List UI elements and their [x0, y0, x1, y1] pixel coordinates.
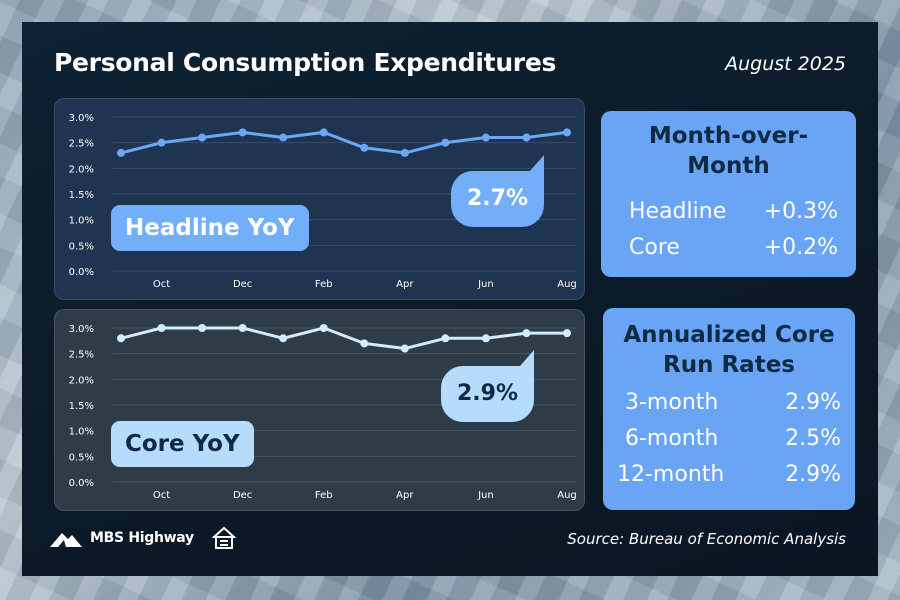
run-rate-label: 12-month	[617, 462, 725, 487]
run-rate-label: 6-month	[625, 426, 719, 451]
mom-row-label: Headline	[629, 199, 727, 224]
run-rate-label: 3-month	[625, 390, 719, 415]
data-point	[522, 329, 531, 338]
data-point	[279, 334, 288, 343]
month-over-month-card: Month-over-Month Headline +0.3% Core +0.…	[601, 111, 856, 277]
run-rate-value: 2.9%	[785, 390, 841, 415]
x-tick-label: Apr	[396, 490, 414, 501]
data-point	[481, 133, 490, 142]
mom-row-label: Core	[629, 235, 680, 260]
y-tick-label: 1.5%	[69, 190, 94, 201]
core-series-label: Core YoY	[111, 421, 254, 467]
headline-series-label: Headline YoY	[111, 205, 309, 251]
series-line	[120, 326, 567, 351]
x-tick-label: Feb	[315, 279, 333, 290]
y-tick-label: 1.0%	[69, 427, 94, 438]
headline-chart-panel: 3.0% 2.5% 2.0% 1.5% 1.0% 0.5% 0.0% Oct Dec Feb Apr…	[54, 98, 585, 300]
data-point	[238, 324, 247, 332]
x-tick-label: Dec	[233, 490, 252, 501]
brand-footer: MBS Highway	[50, 524, 236, 552]
data-point	[400, 344, 409, 353]
mom-card-title: Month-over-Month	[648, 123, 809, 179]
data-point	[563, 329, 571, 338]
x-tick-label: Aug	[557, 490, 577, 501]
equal-housing-icon	[211, 526, 236, 549]
mom-row-value: +0.2%	[763, 235, 838, 260]
y-tick-label: 0.5%	[69, 241, 94, 252]
y-tick-label: 1.5%	[69, 401, 94, 412]
x-tick-label: Oct	[153, 490, 170, 501]
brand-name: MBS Highway	[90, 530, 194, 546]
y-tick-label: 2.5%	[69, 350, 94, 361]
series-line	[120, 130, 568, 155]
data-point	[117, 334, 125, 343]
y-tick-label: 0.5%	[69, 452, 94, 463]
mountain-road-icon	[50, 533, 82, 547]
y-tick-label: 0.0%	[69, 478, 94, 489]
page-title: Personal Consumption Expenditures	[54, 48, 557, 77]
data-point	[319, 324, 328, 332]
data-point	[360, 339, 369, 348]
x-tick-label: Dec	[233, 279, 252, 290]
data-point	[481, 334, 490, 343]
x-tick-label: Oct	[153, 279, 170, 290]
mom-row-value: +0.3%	[763, 199, 838, 224]
y-tick-label: 1.0%	[69, 216, 94, 227]
data-point	[319, 128, 328, 137]
run-rates-card-title: Annualized Core Run Rates	[623, 322, 835, 378]
data-point	[441, 334, 450, 343]
y-tick-label: 2.0%	[69, 375, 94, 386]
report-date: August 2025	[725, 53, 846, 75]
source-note: Source: Bureau of Economic Analysis	[567, 530, 846, 548]
data-point	[157, 324, 166, 332]
data-point	[238, 128, 247, 137]
data-point	[198, 133, 207, 142]
y-tick-label: 0.0%	[69, 267, 94, 278]
x-tick-label: Jun	[477, 490, 494, 501]
x-tick-label: Feb	[315, 490, 333, 501]
data-point	[157, 138, 166, 147]
y-tick-label: 2.0%	[69, 164, 94, 175]
x-tick-label: Apr	[396, 279, 414, 290]
core-callout: 2.9%	[441, 350, 535, 422]
x-tick-label: Jun	[477, 279, 494, 290]
data-point	[441, 138, 450, 147]
data-point	[360, 143, 369, 152]
y-tick-label: 2.5%	[69, 139, 94, 150]
core-chart-panel: 3.0% 2.5% 2.0% 1.5% 1.0% 0.5% 0.0% Oct Dec Feb Apr…	[54, 309, 585, 511]
data-point	[563, 128, 571, 137]
y-tick-label: 3.0%	[69, 113, 94, 124]
y-tick-label: 3.0%	[69, 324, 94, 335]
run-rate-value: 2.5%	[785, 426, 841, 451]
run-rates-card: Annualized Core Run Rates 3-month 2.9% 6…	[603, 308, 855, 510]
x-tick-label: Aug	[557, 279, 577, 290]
run-rate-value: 2.9%	[785, 462, 841, 487]
infographic-frame: Personal Consumption Expenditures August…	[22, 22, 878, 576]
headline-callout: 2.7%	[451, 155, 545, 227]
data-point	[198, 324, 207, 332]
data-point	[522, 133, 531, 142]
data-point	[279, 133, 288, 142]
data-point	[400, 148, 409, 157]
data-point	[117, 148, 125, 157]
